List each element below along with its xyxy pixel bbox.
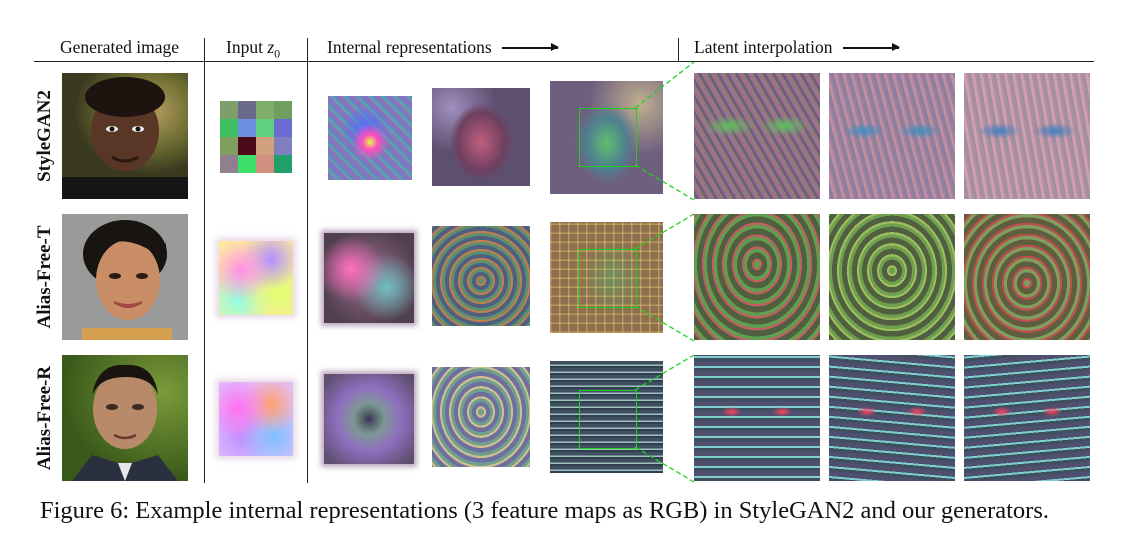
input-z0-alias-free-r — [219, 382, 293, 456]
column-divider — [307, 38, 309, 483]
z0-grid-cell — [238, 101, 256, 119]
z0-grid-cell — [238, 137, 256, 155]
column-divider — [678, 38, 680, 62]
z0-grid-cell — [274, 137, 292, 155]
zoom-region-box — [579, 108, 637, 167]
latent-interpolation-2-stylegan2 — [829, 73, 955, 199]
internal-representation-1-alias-free-r — [324, 374, 414, 464]
latent-interpolation-3-alias-free-t — [964, 214, 1090, 340]
z0-grid-cell — [220, 101, 238, 119]
z0-grid-cell — [274, 101, 292, 119]
column-divider — [204, 38, 206, 483]
z0-grid-cell — [256, 101, 274, 119]
internal-representation-2-alias-free-r — [432, 367, 530, 467]
z0-grid-cell — [256, 119, 274, 137]
z0-grid-cell — [256, 155, 274, 173]
face-portrait-icon — [72, 364, 178, 481]
face-portrait-icon — [62, 77, 188, 199]
latent-interpolation-1-alias-free-t — [694, 214, 820, 340]
z0-grid-cell — [274, 155, 292, 173]
zoom-region-box — [579, 390, 637, 449]
latent-interpolation-1-alias-free-r — [694, 355, 820, 481]
face-portrait-icon — [82, 220, 172, 340]
z0-grid-cell — [274, 119, 292, 137]
latent-interpolation-3-stylegan2 — [964, 73, 1090, 199]
header-rule — [34, 61, 1094, 63]
header-latent-interpolation: Latent interpolation — [694, 37, 900, 58]
latent-interpolation-2-alias-free-r — [829, 355, 955, 481]
z0-grid-cell — [238, 119, 256, 137]
z0-grid-cell — [220, 155, 238, 173]
z0-grid-cell — [256, 137, 274, 155]
right-arrow-icon — [842, 41, 900, 53]
generated-image-alias-free-t — [62, 214, 188, 340]
header-generated-image: Generated image — [60, 37, 180, 57]
internal-representation-3-alias-free-r — [550, 361, 663, 473]
internal-representation-3-stylegan2 — [550, 81, 663, 194]
header-latent-label: Latent interpolation — [694, 37, 833, 57]
header-input-z0: Input z0 — [226, 37, 280, 62]
figure-caption: Figure 6: Example internal representatio… — [40, 497, 1049, 524]
header-input-variable: z — [267, 37, 275, 57]
generated-image-alias-free-r — [62, 355, 188, 481]
internal-representation-1-stylegan2 — [328, 96, 412, 180]
internal-representation-1-alias-free-t — [324, 233, 414, 323]
zoom-region-box — [579, 249, 637, 308]
generated-image-stylegan2 — [62, 73, 188, 199]
z0-grid-cell — [220, 137, 238, 155]
header-internal-label: Internal representations — [327, 37, 492, 57]
header-internal-representations: Internal representations — [327, 37, 559, 58]
internal-representation-2-alias-free-t — [432, 226, 530, 326]
z0-grid-cell — [220, 119, 238, 137]
latent-interpolation-2-alias-free-t — [829, 214, 955, 340]
internal-representation-3-alias-free-t — [550, 222, 663, 333]
internal-representation-2-stylegan2 — [432, 88, 530, 186]
input-z0-alias-free-t — [219, 241, 293, 315]
input-z0-grid-stylegan2 — [220, 101, 292, 173]
header-input-subscript: 0 — [274, 46, 281, 61]
right-arrow-icon — [501, 41, 559, 53]
latent-interpolation-1-stylegan2 — [694, 73, 820, 199]
latent-interpolation-3-alias-free-r — [964, 355, 1090, 481]
header-input-label: Input — [226, 37, 263, 57]
z0-grid-cell — [238, 155, 256, 173]
